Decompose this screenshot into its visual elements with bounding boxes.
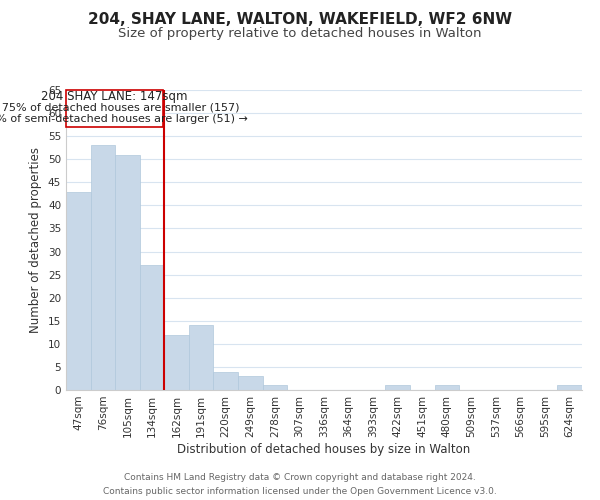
Bar xyxy=(189,326,214,390)
Bar xyxy=(91,146,115,390)
X-axis label: Distribution of detached houses by size in Walton: Distribution of detached houses by size … xyxy=(178,442,470,456)
Text: Contains HM Land Registry data © Crown copyright and database right 2024.: Contains HM Land Registry data © Crown c… xyxy=(124,473,476,482)
Bar xyxy=(115,154,140,390)
Bar xyxy=(557,386,582,390)
Bar xyxy=(434,386,459,390)
Text: 204, SHAY LANE, WALTON, WAKEFIELD, WF2 6NW: 204, SHAY LANE, WALTON, WAKEFIELD, WF2 6… xyxy=(88,12,512,28)
Bar xyxy=(263,386,287,390)
Bar xyxy=(214,372,238,390)
Bar xyxy=(385,386,410,390)
Y-axis label: Number of detached properties: Number of detached properties xyxy=(29,147,43,333)
Text: 24% of semi-detached houses are larger (51) →: 24% of semi-detached houses are larger (… xyxy=(0,114,247,124)
Text: Size of property relative to detached houses in Walton: Size of property relative to detached ho… xyxy=(118,28,482,40)
Bar xyxy=(140,266,164,390)
Bar xyxy=(238,376,263,390)
Text: Contains public sector information licensed under the Open Government Licence v3: Contains public sector information licen… xyxy=(103,486,497,496)
Text: 204 SHAY LANE: 147sqm: 204 SHAY LANE: 147sqm xyxy=(41,90,188,104)
Text: ← 75% of detached houses are smaller (157): ← 75% of detached houses are smaller (15… xyxy=(0,102,240,113)
FancyBboxPatch shape xyxy=(66,90,163,127)
Bar xyxy=(164,334,189,390)
Bar xyxy=(66,192,91,390)
